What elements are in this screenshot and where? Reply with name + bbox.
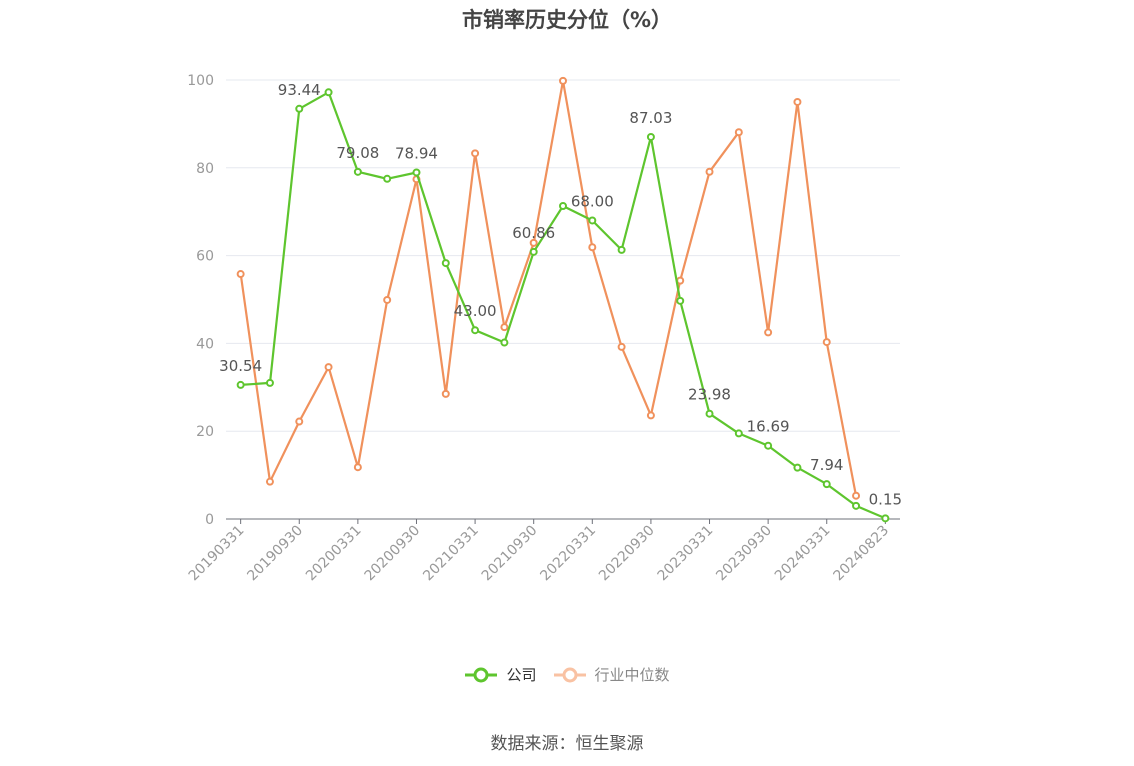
legend-industry-marker-icon xyxy=(553,667,586,682)
y-tick-label: 60 xyxy=(196,249,214,265)
data-point-industry[interactable] xyxy=(793,97,802,106)
x-tick-label: 20200930 xyxy=(362,523,424,585)
data-point-industry[interactable] xyxy=(559,76,567,85)
data-point-company[interactable] xyxy=(822,480,831,489)
data-point-industry[interactable] xyxy=(236,270,245,279)
data-point-company[interactable] xyxy=(793,463,802,472)
data-label: 60.86 xyxy=(512,224,555,242)
data-point-company[interactable] xyxy=(676,296,685,305)
source-note: 数据来源：恒生聚源 xyxy=(490,734,644,754)
data-point-industry[interactable] xyxy=(705,167,714,176)
x-tick-label: 20210331 xyxy=(420,523,482,585)
data-point-industry[interactable] xyxy=(852,491,861,500)
y-tick-label: 100 xyxy=(187,73,214,89)
data-point-company[interactable] xyxy=(588,216,597,225)
data-point-industry[interactable] xyxy=(441,389,450,398)
data-label: 0.15 xyxy=(869,490,902,508)
data-point-industry[interactable] xyxy=(471,149,480,158)
y-tick-label: 20 xyxy=(196,424,214,440)
data-point-company[interactable] xyxy=(383,174,392,183)
legend-label-company: 公司 xyxy=(506,666,537,684)
y-tick-label: 40 xyxy=(196,336,214,352)
data-point-industry[interactable] xyxy=(500,323,509,332)
x-tick-label: 20190930 xyxy=(244,523,306,585)
data-point-industry[interactable] xyxy=(734,128,743,137)
legend-company-marker-icon xyxy=(465,667,498,682)
data-label: 43.00 xyxy=(454,302,497,320)
data-point-industry[interactable] xyxy=(353,463,362,472)
data-point-company[interactable] xyxy=(441,259,450,268)
data-point-industry[interactable] xyxy=(617,342,626,351)
data-point-industry[interactable] xyxy=(646,411,655,420)
x-tick-label: 20230930 xyxy=(713,523,775,585)
data-point-industry[interactable] xyxy=(383,295,392,304)
data-point-company[interactable] xyxy=(500,338,509,347)
data-point-company[interactable] xyxy=(295,104,304,113)
data-point-industry[interactable] xyxy=(295,417,304,426)
data-label: 68.00 xyxy=(571,192,614,210)
data-point-company[interactable] xyxy=(324,88,333,97)
x-tick-label: 20240331 xyxy=(772,523,834,585)
legend-label-industry: 行业中位数 xyxy=(594,666,670,684)
data-point-industry[interactable] xyxy=(588,243,597,252)
data-point-industry[interactable] xyxy=(529,238,538,247)
x-tick-label: 20230331 xyxy=(655,523,717,585)
y-tick-label: 80 xyxy=(196,161,214,177)
data-point-company[interactable] xyxy=(471,326,480,335)
data-label: 93.44 xyxy=(278,81,321,99)
data-point-company[interactable] xyxy=(412,168,421,177)
data-point-company[interactable] xyxy=(764,441,773,450)
chart-legend: 公司 行业中位数 xyxy=(0,664,1134,685)
data-point-industry[interactable] xyxy=(265,477,274,486)
data-label: 87.03 xyxy=(629,109,672,127)
data-point-company[interactable] xyxy=(529,247,538,256)
legend-item-industry[interactable]: 行业中位数 xyxy=(553,664,670,685)
y-tick-label: 0 xyxy=(205,512,214,528)
data-label: 30.54 xyxy=(219,357,262,375)
data-label: 7.94 xyxy=(810,456,843,474)
data-point-industry[interactable] xyxy=(822,338,831,347)
x-tick-label: 20200331 xyxy=(303,523,365,585)
data-label: 78.94 xyxy=(395,144,438,162)
data-point-company[interactable] xyxy=(646,132,655,141)
data-point-company[interactable] xyxy=(617,245,626,254)
x-tick-label: 20190331 xyxy=(186,523,248,585)
data-point-company[interactable] xyxy=(734,429,743,438)
data-point-company[interactable] xyxy=(852,501,861,510)
data-point-industry[interactable] xyxy=(676,276,685,285)
data-label: 23.98 xyxy=(688,386,731,404)
x-tick-label: 20210930 xyxy=(479,523,541,585)
data-point-company[interactable] xyxy=(559,201,567,210)
x-tick-label: 20220930 xyxy=(596,523,658,585)
data-point-industry[interactable] xyxy=(764,328,773,337)
chart-title: 市销率历史分位（%） xyxy=(461,8,673,32)
data-point-company[interactable] xyxy=(353,167,362,176)
data-point-company[interactable] xyxy=(881,514,890,523)
data-label: 16.69 xyxy=(747,418,790,436)
legend-item-company[interactable]: 公司 xyxy=(464,664,537,685)
data-point-company[interactable] xyxy=(705,409,714,418)
data-point-industry[interactable] xyxy=(324,363,333,372)
data-point-company[interactable] xyxy=(265,378,274,387)
series-line-industry xyxy=(239,79,858,496)
x-tick-label: 20240823 xyxy=(830,523,892,585)
data-label: 79.08 xyxy=(336,144,379,162)
x-tick-label: 20220331 xyxy=(537,523,599,585)
data-point-company[interactable] xyxy=(236,380,245,389)
